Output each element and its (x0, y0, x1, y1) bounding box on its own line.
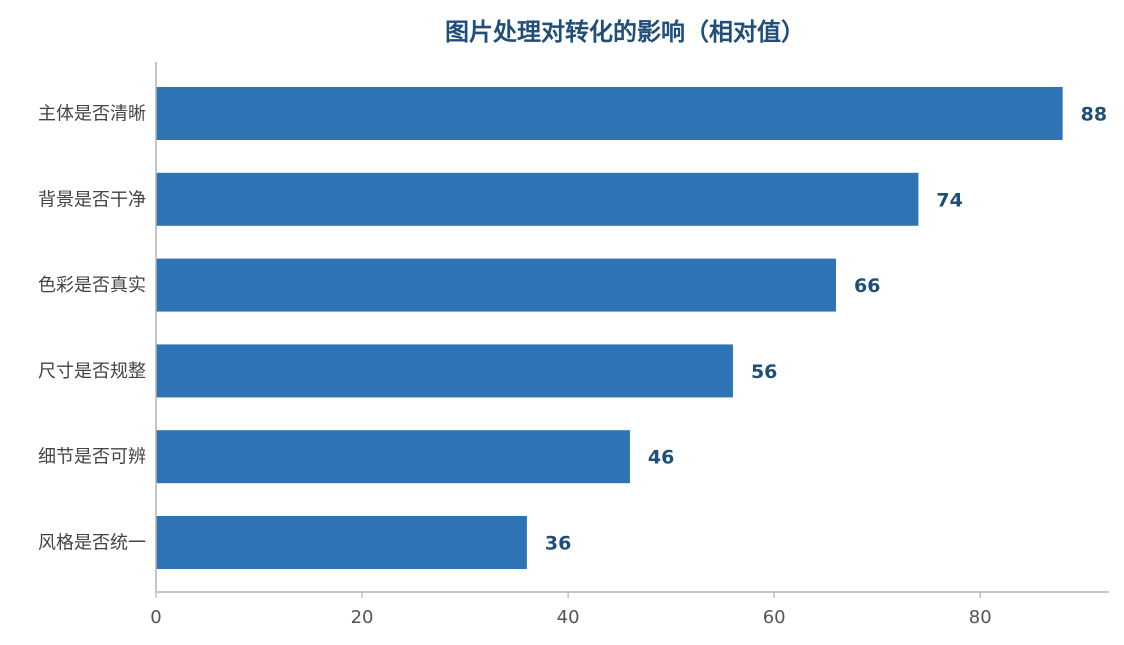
category-label: 细节是否可辨 (38, 447, 146, 468)
x-tick-label: 80 (969, 607, 992, 628)
category-label: 风格是否统一 (38, 533, 146, 554)
bar (156, 87, 1063, 140)
value-label: 56 (751, 361, 777, 383)
x-tick-label: 20 (351, 607, 374, 628)
value-label: 36 (545, 533, 571, 555)
x-tick-label: 0 (150, 607, 161, 628)
bar (156, 430, 630, 484)
value-label: 66 (854, 275, 880, 297)
x-tick-label: 60 (763, 607, 786, 628)
category-label: 背景是否干净 (38, 189, 146, 210)
category-label: 色彩是否真实 (38, 275, 146, 296)
bar (156, 516, 527, 569)
value-label: 46 (648, 447, 674, 469)
category-label: 尺寸是否规整 (38, 361, 146, 382)
bars-layer: 88 74 66 56 46 36 (156, 87, 1107, 569)
bar (156, 344, 733, 398)
x-tick-label: 40 (557, 607, 580, 628)
bar (156, 172, 919, 226)
bar (156, 258, 836, 312)
value-label: 88 (1081, 104, 1107, 126)
chart-title: 图片处理对转化的影响（相对值） (445, 18, 805, 46)
category-label: 主体是否清晰 (38, 104, 146, 125)
value-label: 74 (936, 189, 962, 211)
